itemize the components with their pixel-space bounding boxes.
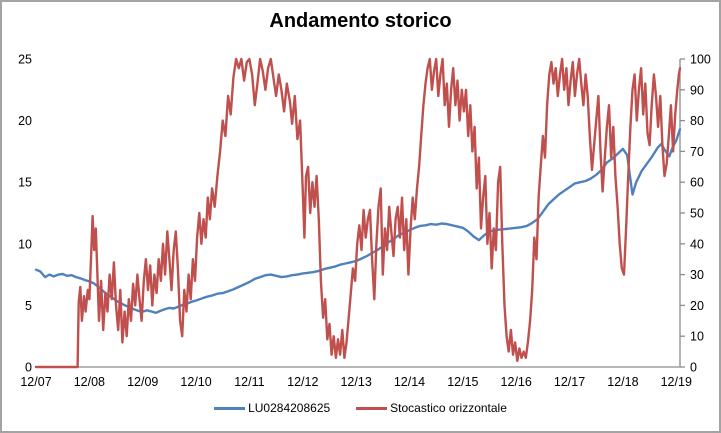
svg-text:12/09: 12/09 — [127, 375, 158, 389]
svg-text:12/13: 12/13 — [340, 375, 371, 389]
svg-text:90: 90 — [690, 83, 704, 97]
legend: LU0284208625 Stocastico orizzontale — [2, 401, 719, 415]
svg-text:0: 0 — [25, 361, 32, 375]
svg-text:12/17: 12/17 — [554, 375, 585, 389]
svg-text:12/14: 12/14 — [394, 375, 425, 389]
legend-item-lu0284208625: LU0284208625 — [214, 401, 330, 415]
svg-text:12/15: 12/15 — [447, 375, 478, 389]
svg-text:0: 0 — [690, 361, 697, 375]
svg-text:12/19: 12/19 — [661, 375, 692, 389]
svg-text:12/18: 12/18 — [607, 375, 638, 389]
chart-title: Andamento storico — [269, 10, 452, 32]
svg-text:70: 70 — [690, 145, 704, 159]
svg-text:50: 50 — [690, 207, 704, 221]
svg-text:40: 40 — [690, 237, 704, 251]
svg-text:12/07: 12/07 — [20, 375, 51, 389]
svg-text:25: 25 — [18, 53, 32, 67]
svg-text:12/08: 12/08 — [74, 375, 105, 389]
svg-text:100: 100 — [690, 53, 711, 67]
svg-text:30: 30 — [690, 268, 704, 282]
legend-label: Stocastico orizzontale — [390, 401, 507, 415]
svg-text:80: 80 — [690, 114, 704, 128]
svg-text:15: 15 — [18, 176, 32, 190]
legend-line-marker-blue — [214, 406, 246, 410]
svg-text:10: 10 — [18, 237, 32, 251]
svg-text:5: 5 — [25, 299, 32, 313]
legend-label: LU0284208625 — [248, 401, 331, 415]
legend-line-marker-red — [356, 406, 388, 410]
svg-text:60: 60 — [690, 176, 704, 190]
svg-text:12/11: 12/11 — [234, 375, 264, 389]
svg-text:10: 10 — [690, 330, 704, 344]
legend-item-stocastico: Stocastico orizzontale — [356, 401, 507, 415]
svg-text:20: 20 — [690, 299, 704, 313]
svg-text:12/10: 12/10 — [180, 375, 211, 389]
svg-text:20: 20 — [18, 114, 32, 128]
svg-text:12/12: 12/12 — [287, 375, 318, 389]
svg-text:12/16: 12/16 — [501, 375, 532, 389]
